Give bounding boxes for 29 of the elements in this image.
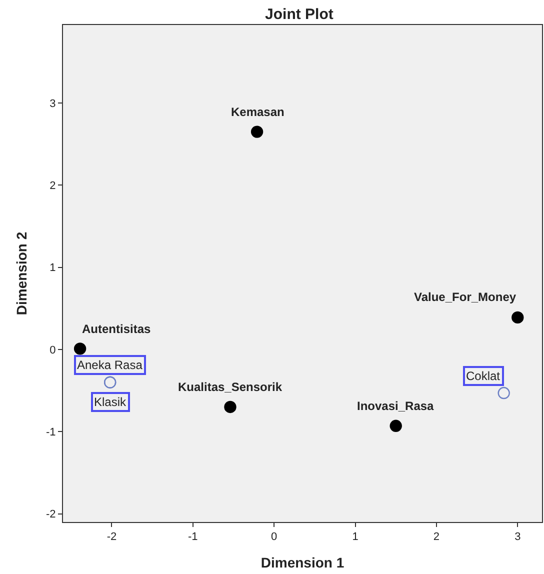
annotation: Autentisitas (82, 322, 152, 336)
x-tick-label: 2 (433, 531, 440, 544)
annotation: Coklat (466, 369, 501, 383)
annotation: Value_For_Money (414, 290, 516, 304)
x-axis-title: Dimension 1 (260, 554, 344, 570)
annotation: Klasik (94, 395, 128, 409)
x-tick-label: 0 (271, 531, 278, 544)
y-tick-label: -1 (46, 426, 56, 438)
y-tick-label: -2 (46, 508, 56, 521)
point (224, 400, 236, 414)
y-tick-label: 0 (50, 344, 56, 356)
y-axis-title: Dimension 2 (14, 232, 30, 316)
point (390, 420, 402, 432)
point (498, 386, 510, 400)
point (74, 342, 86, 355)
chart-title: Joint Plot (265, 6, 334, 24)
y-tick-label: 1 (50, 262, 56, 274)
annotation: Kualitas_Sensorik (178, 380, 282, 394)
point (512, 311, 524, 324)
y-tick-label: 3 (50, 98, 56, 110)
y-tick-label: 2 (50, 180, 56, 192)
point (250, 126, 264, 138)
x-tick-label: -2 (106, 531, 117, 544)
x-tick-label: 3 (514, 531, 521, 544)
x-tick-label: 1 (352, 531, 358, 544)
annotation: Inovasi_Rasa (357, 399, 434, 413)
annotation: Kemasan (231, 105, 284, 119)
x-tick-label: -1 (188, 531, 198, 544)
annotation: Aneka Rasa (77, 358, 143, 372)
